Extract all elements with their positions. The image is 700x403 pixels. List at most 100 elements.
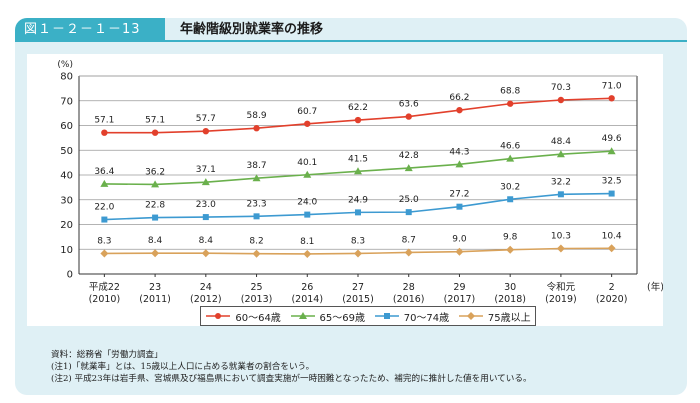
data-point-0-1 (151, 129, 159, 136)
data-point-1-10 (607, 147, 616, 155)
y-tick-label-60: 60 (60, 121, 73, 132)
x-tick-label-era-1: 23 (149, 282, 161, 293)
figure-notes: 資料：総務省「労働力調査」 (注1)「就業率」とは、15歳以上人口に占める就業者… (51, 349, 532, 385)
data-label-3-1: 8.4 (148, 236, 163, 246)
data-point-0-4 (304, 120, 311, 127)
data-label-1-5: 41.5 (348, 154, 368, 164)
legend-swatch-0 (206, 313, 231, 319)
data-point-2-5 (355, 209, 361, 216)
data-point-0-2 (202, 127, 210, 135)
data-label-1-6: 42.8 (399, 151, 419, 161)
data-point-2-0 (101, 216, 108, 223)
y-tick-label-20: 20 (60, 220, 73, 231)
data-point-2-7 (456, 203, 463, 210)
data-point-2-1 (152, 214, 159, 221)
legend-swatch-2 (374, 313, 399, 319)
data-label-0-3: 58.9 (247, 111, 267, 121)
legend-item-1: 65～69歳 (290, 309, 365, 324)
figure-number: 図１－２－１－13 (15, 18, 165, 42)
data-point-3-4 (303, 249, 312, 258)
y-axis-label: (%) (57, 60, 73, 70)
x-tick-label-year-9: (2019) (545, 294, 577, 305)
x-axis-label: (年) (647, 281, 663, 293)
data-label-1-9: 48.4 (551, 137, 571, 147)
x-tick-label-year-7: (2017) (444, 294, 476, 305)
data-label-1-3: 38.7 (247, 161, 267, 171)
data-label-2-2: 23.0 (196, 200, 216, 210)
data-label-0-2: 57.7 (196, 114, 216, 124)
data-point-3-9 (556, 244, 565, 253)
line-chart: 01020304050607080(%)平成22(2010)23(2011)24… (57, 60, 663, 305)
data-label-0-7: 66.2 (449, 93, 469, 103)
data-label-1-10: 49.6 (602, 134, 622, 144)
x-tick-label-era-10: 2 (609, 282, 615, 293)
x-tick-label-era-0: 平成22 (89, 281, 120, 293)
data-label-3-0: 8.3 (97, 236, 111, 246)
data-point-2-6 (405, 209, 412, 216)
data-label-2-7: 27.2 (449, 190, 469, 200)
data-point-2-10 (608, 190, 615, 197)
data-point-1-5 (354, 167, 362, 175)
x-tick-label-era-2: 24 (200, 282, 212, 293)
y-tick-label-50: 50 (60, 146, 73, 157)
data-label-2-10: 32.5 (602, 177, 622, 187)
x-tick-label-year-8: (2018) (494, 294, 526, 305)
data-label-3-10: 10.4 (602, 231, 622, 241)
data-point-0-3 (253, 125, 260, 132)
x-tick-label-era-6: 28 (403, 282, 415, 293)
data-label-2-4: 24.0 (297, 198, 317, 208)
data-label-0-1: 57.1 (145, 116, 165, 126)
data-point-0-6 (405, 113, 412, 120)
data-label-0-8: 68.8 (500, 87, 520, 97)
x-tick-label-era-9: 令和元 (547, 281, 576, 293)
data-label-3-9: 10.3 (551, 232, 571, 242)
data-point-0-9 (557, 96, 565, 104)
x-tick-label-year-1: (2011) (139, 294, 171, 305)
data-label-1-1: 36.2 (145, 167, 165, 177)
data-label-2-0: 22.0 (94, 203, 114, 213)
data-point-2-8 (507, 196, 514, 203)
data-label-3-7: 9.0 (452, 235, 467, 245)
data-label-1-7: 44.3 (449, 147, 469, 157)
data-label-3-6: 8.7 (402, 235, 416, 245)
data-label-3-5: 8.3 (351, 236, 365, 246)
chart-legend: 60～64歳 65～69歳 70～74歳 75歳以上 (200, 306, 536, 326)
data-point-2-9 (557, 191, 564, 198)
y-tick-label-40: 40 (60, 171, 73, 182)
data-label-3-3: 8.2 (249, 237, 263, 247)
data-label-0-9: 70.3 (551, 83, 571, 93)
data-point-3-1 (151, 249, 160, 258)
data-point-3-0 (100, 249, 109, 258)
data-point-2-3 (253, 213, 260, 220)
y-tick-label-30: 30 (60, 195, 73, 206)
data-point-0-10 (608, 95, 615, 102)
data-point-2-4 (304, 211, 311, 218)
y-tick-label-70: 70 (60, 96, 73, 107)
x-tick-label-era-3: 25 (250, 282, 262, 293)
figure-title: 年齢階級別就業率の推移 (180, 22, 324, 37)
data-label-1-4: 40.1 (297, 158, 317, 168)
y-tick-label-80: 80 (60, 72, 73, 83)
data-label-3-8: 9.8 (503, 233, 518, 243)
data-point-3-6 (404, 248, 413, 257)
data-label-1-0: 36.4 (94, 167, 114, 177)
data-point-1-3 (252, 174, 261, 182)
data-label-2-8: 30.2 (500, 182, 520, 192)
data-point-3-2 (201, 249, 210, 258)
data-label-0-4: 60.7 (297, 107, 317, 117)
x-tick-label-year-2: (2012) (190, 294, 222, 305)
data-label-2-6: 25.0 (399, 195, 419, 205)
legend-label-0: 60～64歳 (235, 312, 281, 324)
data-point-1-1 (151, 180, 160, 188)
data-point-0-8 (506, 100, 514, 107)
data-point-1-0 (100, 179, 109, 187)
data-point-1-4 (303, 170, 312, 178)
data-point-0-5 (354, 116, 362, 124)
data-label-1-2: 37.1 (196, 165, 216, 175)
data-point-2-2 (202, 214, 209, 221)
data-label-0-10: 71.0 (602, 81, 622, 91)
legend-label-2: 70～74歳 (403, 312, 450, 324)
x-tick-label-year-5: (2015) (342, 294, 374, 305)
legend-item-3: 75歳以上 (458, 309, 531, 324)
data-point-3-5 (354, 249, 362, 258)
